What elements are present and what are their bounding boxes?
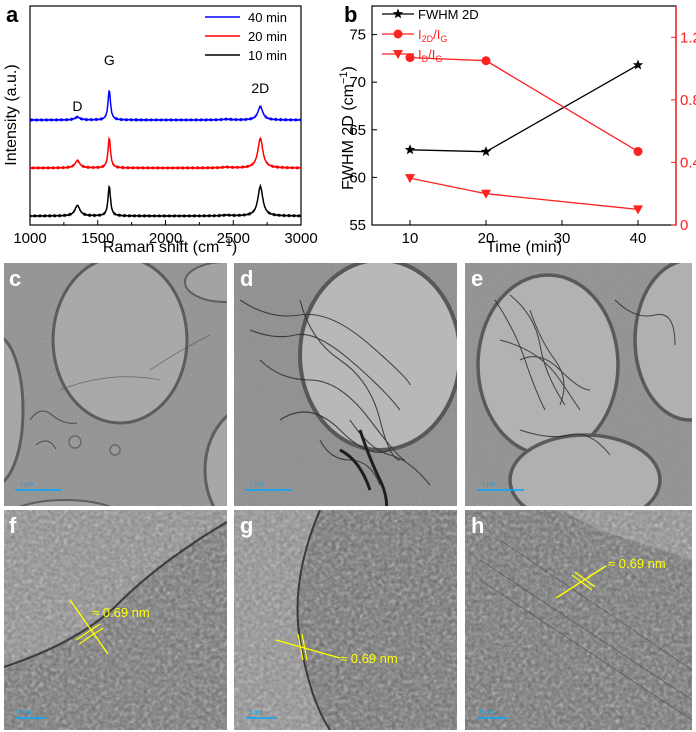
raman-legend-label: 20 min xyxy=(248,29,287,44)
series-point-I2D/IG xyxy=(405,53,415,63)
fwhm-xlabel: Time (min) xyxy=(486,239,562,256)
fwhm-xtick-label: 40 xyxy=(630,230,647,247)
tem-image-d: 1 μm d xyxy=(234,263,457,506)
raman-xtick-label: 1500 xyxy=(81,230,114,247)
fwhm-legend-marker xyxy=(393,50,403,59)
ratio-ytick-label: 0.4 xyxy=(680,154,696,171)
fwhm-legend-label: I2D/IG xyxy=(418,27,447,44)
scale-d: 1 μm xyxy=(250,482,263,488)
peak-label-D: D xyxy=(72,98,82,114)
series-point-ID/IG xyxy=(405,174,415,184)
fwhm-legend-marker xyxy=(392,8,404,19)
fwhm-ytick-label: 75 xyxy=(349,27,366,44)
peak-label-2D: 2D xyxy=(251,80,269,96)
panel-label-d: d xyxy=(240,266,253,291)
fwhm-ylabel: FWHM 2D (cm−1) xyxy=(338,66,357,190)
tem-image-e: 1 μm e xyxy=(465,263,692,506)
ratio-ytick-label: 1.2 xyxy=(680,29,696,46)
scale-g: 5 nm xyxy=(249,710,262,716)
raman-series-20-min xyxy=(29,136,302,171)
raman-xtick-label: 2000 xyxy=(149,230,182,247)
ratio-ytick-label: 0.8 xyxy=(680,92,696,109)
fwhm-xtick-label: 20 xyxy=(478,230,495,247)
panel-label-b: b xyxy=(344,2,357,27)
raman-xtick-label: 2500 xyxy=(217,230,250,247)
hole-d1 xyxy=(298,263,457,452)
raman-legend-label: 10 min xyxy=(248,48,287,63)
fwhm-ytick-label: 65 xyxy=(349,122,366,139)
hrtem-image-h: ≈ 0.69 nm 5 nm h xyxy=(465,510,692,730)
peak-label-G: G xyxy=(104,52,115,68)
panel-label-h: h xyxy=(471,513,484,538)
series-line-I2D/IG xyxy=(409,56,639,153)
scale-f: 5 nm xyxy=(18,710,31,716)
panel-label-e: e xyxy=(471,266,483,291)
raman-xtick-label: 3000 xyxy=(284,230,317,247)
raman-series-40-min xyxy=(29,90,302,123)
tem-image-c: 1 μm c xyxy=(4,263,227,506)
series-point-FWHM 2D xyxy=(632,59,644,70)
series-point-I2D/IG xyxy=(633,146,643,156)
panel-label-a: a xyxy=(6,2,19,27)
raman-ylabel: Intensity (a.u.) xyxy=(3,64,20,165)
scale-h: 5 nm xyxy=(480,710,493,716)
raman-chart: a D G 2D 1000 1500 2000 2500 3000 40 min 20 min… xyxy=(3,2,318,256)
spacing-g: ≈ 0.69 nm xyxy=(340,651,398,666)
ratio-ytick-label: 0 xyxy=(680,217,688,234)
fwhm-ratio-chart: b 55 60 65 70 75 0 0.4 0.8 1.2 10 20 30 40 FWHM 2D… xyxy=(338,2,696,256)
panel-label-f: f xyxy=(9,513,17,538)
scale-e: 1 μm xyxy=(482,482,495,488)
raman-legend-label: 40 min xyxy=(248,10,287,25)
fwhm-xtick-label: 30 xyxy=(554,230,571,247)
series-point-FWHM 2D xyxy=(404,144,416,155)
panel-label-g: g xyxy=(240,513,253,538)
fwhm-legend-label: FWHM 2D xyxy=(418,7,479,22)
raman-xtick-label: 1000 xyxy=(13,230,46,247)
fwhm-ytick-label: 60 xyxy=(349,169,366,186)
fwhm-xtick-label: 10 xyxy=(402,230,419,247)
hrtem-image-g: ≈ 0.69 nm 5 nm g xyxy=(234,510,457,730)
series-point-ID/IG xyxy=(481,189,491,199)
hrtem-image-f: ≈ 0.69 nm 5 nm f xyxy=(4,510,227,730)
series-point-FWHM 2D xyxy=(480,146,492,157)
raman-series-10-min xyxy=(29,183,302,219)
scale-c: 1 μm xyxy=(20,482,33,488)
panel-label-c: c xyxy=(9,266,21,291)
spacing-f: ≈ 0.69 nm xyxy=(92,605,150,620)
fwhm-ytick-label: 70 xyxy=(349,74,366,91)
fwhm-legend-marker xyxy=(393,29,403,39)
hole-c1 xyxy=(51,263,189,425)
raman-xlabel: Raman shift (cm−1) xyxy=(103,237,237,256)
series-point-ID/IG xyxy=(633,205,643,215)
series-point-I2D/IG xyxy=(481,56,491,66)
fwhm-legend-label: ID/IG xyxy=(418,47,442,64)
fwhm-ytick-label: 55 xyxy=(349,217,366,234)
series-line-FWHM 2D xyxy=(409,64,639,153)
series-line-ID/IG xyxy=(409,177,639,211)
spacing-h: ≈ 0.69 nm xyxy=(608,556,666,571)
